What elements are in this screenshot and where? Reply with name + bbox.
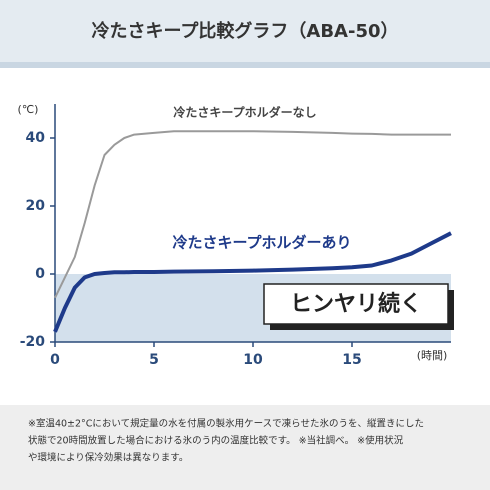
y-tick-label: 0 (35, 266, 45, 282)
y-tick-label: -20 (20, 334, 46, 350)
footer (0, 405, 490, 490)
callout-box (263, 283, 449, 325)
chart-title: 冷たさキープ比較グラフ（ABA-50） (91, 20, 398, 42)
x-tick-label: 15 (342, 352, 361, 368)
series-line (54, 130, 451, 299)
series-label: 冷たさキープホルダーなし (173, 105, 316, 120)
series-label: 冷たさキープホルダーあり (172, 234, 351, 252)
title-band (0, 0, 490, 68)
title-stripe (0, 62, 490, 68)
footnote: 状態で20時間放置した場合における氷のう内の温度比較です。 ※当社調べ。 ※使用… (28, 435, 404, 447)
x-tick-label: 0 (50, 352, 60, 368)
x-tick-label: 5 (149, 352, 159, 368)
series-line (53, 231, 452, 333)
y-tick-label: 20 (26, 198, 46, 214)
y-axis-label: (℃) (18, 103, 39, 116)
x-axis-label: (時間) (417, 349, 448, 362)
footnote: や環境により保冷効果は異なります。 (28, 452, 188, 464)
callout-text: ヒンヤリ続く (290, 291, 422, 317)
footnote: ※室温40±2°Cにおいて規定量の水を付属の製氷用ケースで凍らせた氷のうを、縦置… (28, 418, 424, 430)
x-tick-label: 10 (243, 352, 263, 368)
y-tick-label: 40 (26, 130, 46, 146)
